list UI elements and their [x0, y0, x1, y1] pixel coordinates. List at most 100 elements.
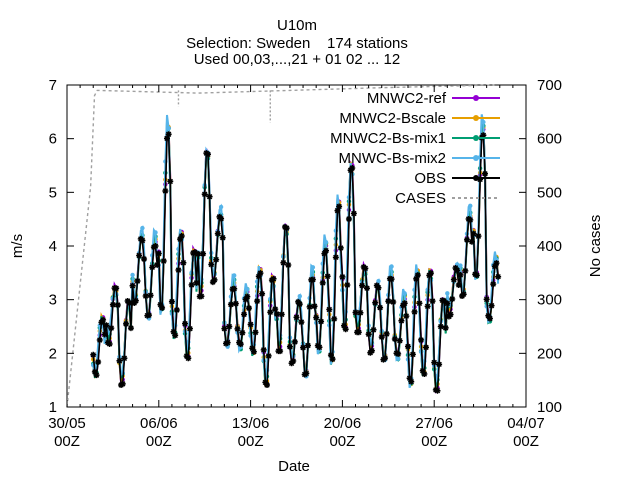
- y2-tick-label: 100: [537, 399, 562, 416]
- obs-point: [242, 296, 249, 303]
- obs-point: [372, 299, 379, 306]
- obs-point: [255, 273, 262, 280]
- obs-point: [218, 215, 225, 222]
- x-tick-label-hour: 00Z: [146, 433, 172, 450]
- data-layer: [66, 84, 502, 408]
- series-line-cases: [66, 84, 495, 408]
- obs-point: [296, 301, 303, 308]
- obs-point: [168, 298, 175, 305]
- obs-point: [127, 325, 134, 332]
- obs-point: [454, 267, 461, 274]
- chart-title-line-3: Used 00,03,...,21 + 01 02 ... 12: [194, 51, 400, 68]
- obs-point: [272, 306, 279, 313]
- obs-point: [290, 358, 297, 365]
- obs-point: [182, 320, 189, 327]
- y-tick-label: 6: [49, 131, 57, 148]
- legend-marker: [473, 95, 479, 101]
- obs-point: [273, 310, 280, 317]
- y-tick-label: 1: [49, 399, 57, 416]
- obs-point: [170, 328, 177, 335]
- x-axis-label: Date: [278, 458, 310, 475]
- obs-point: [350, 210, 357, 217]
- y-tick-label: 3: [49, 292, 57, 309]
- obs-point: [313, 314, 320, 321]
- y2-tick-label: 700: [537, 77, 562, 94]
- axes-layer: 30/0500Z06/0600Z13/0600Z20/0600Z27/0600Z…: [48, 77, 562, 450]
- obs-point: [363, 285, 370, 292]
- obs-point: [449, 296, 456, 303]
- data-point: [153, 230, 158, 235]
- obs-point: [132, 297, 139, 304]
- obs-point: [395, 350, 402, 357]
- obs-point: [468, 238, 475, 245]
- obs-point: [362, 265, 369, 272]
- obs-point: [227, 301, 234, 308]
- obs-point: [257, 270, 264, 277]
- obs-point: [198, 293, 205, 300]
- obs-point: [403, 313, 410, 320]
- obs-point: [263, 382, 270, 389]
- obs-point: [260, 346, 267, 353]
- obs-point: [450, 276, 457, 283]
- obs-point: [441, 297, 448, 304]
- obs-point: [226, 323, 233, 330]
- obs-point: [396, 337, 403, 344]
- y2-axis-label: No cases: [587, 215, 604, 278]
- obs-point: [436, 361, 443, 368]
- x-tick-label-hour: 00Z: [329, 433, 355, 450]
- obs-point: [419, 367, 426, 374]
- obs-point: [178, 232, 185, 239]
- legend-label: MNWC2-Bscale: [339, 110, 446, 127]
- obs-point: [306, 303, 313, 310]
- legend-label: MNWC2-ref: [367, 90, 447, 107]
- obs-point: [232, 300, 239, 307]
- x-tick-label-date: 27/06: [415, 415, 453, 432]
- obs-point: [211, 276, 218, 283]
- obs-point: [473, 272, 480, 279]
- obs-point: [316, 344, 323, 351]
- legend-label: OBS: [414, 170, 446, 187]
- obs-point: [206, 193, 213, 200]
- obs-point: [378, 334, 385, 341]
- obs-point: [352, 309, 359, 316]
- obs-point: [413, 275, 420, 282]
- obs-point: [434, 387, 441, 394]
- legend-marker: [473, 115, 479, 121]
- data-point: [232, 273, 237, 278]
- obs-point: [409, 351, 416, 358]
- obs-point: [234, 325, 241, 332]
- obs-point: [398, 317, 405, 324]
- x-tick-label-date: 20/06: [324, 415, 362, 432]
- obs-point: [147, 292, 154, 299]
- obs-point: [495, 273, 502, 280]
- obs-point: [106, 340, 113, 347]
- obs-point: [339, 273, 346, 280]
- obs-point: [136, 252, 143, 259]
- data-point: [245, 287, 250, 292]
- obs-point: [213, 256, 220, 263]
- obs-point: [357, 309, 364, 316]
- obs-point: [331, 315, 338, 322]
- obs-point: [318, 318, 325, 325]
- obs-point: [95, 358, 102, 365]
- obs-point: [267, 309, 274, 316]
- obs-point: [129, 282, 136, 289]
- obs-point: [304, 342, 311, 349]
- obs-point: [462, 267, 469, 274]
- obs-point: [477, 176, 484, 183]
- obs-point: [383, 330, 390, 337]
- obs-point: [219, 234, 226, 241]
- obs-point: [418, 336, 425, 343]
- obs-point: [460, 291, 467, 298]
- x-tick-label-hour: 00Z: [513, 433, 539, 450]
- obs-point: [241, 311, 248, 318]
- obs-point: [172, 332, 179, 339]
- obs-point: [277, 348, 284, 355]
- obs-point: [100, 316, 107, 323]
- y2-tick-label: 300: [537, 292, 562, 309]
- obs-point: [483, 296, 490, 303]
- obs-point: [155, 250, 162, 257]
- obs-point: [96, 337, 103, 344]
- obs-point: [490, 281, 497, 288]
- legend-label: MNWC-Bs-mix2: [339, 150, 446, 167]
